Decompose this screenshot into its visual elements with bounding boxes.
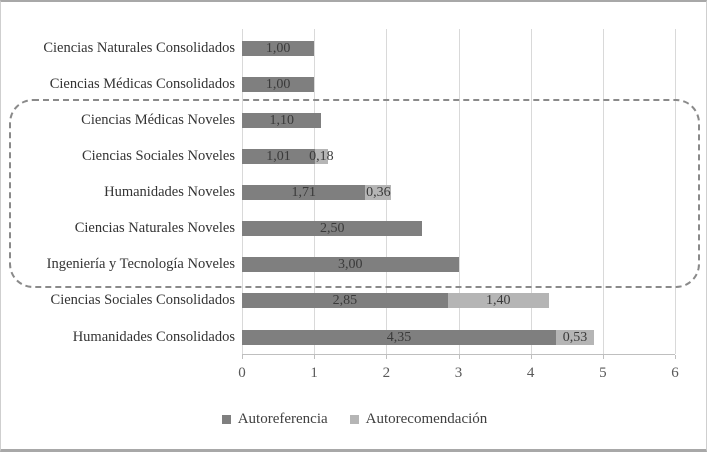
- bar-value-autorecomendacion: 0,18: [309, 148, 334, 164]
- axis-tick: [314, 355, 316, 359]
- axis-tick: [386, 355, 388, 359]
- bar-autoreferencia: [242, 329, 556, 345]
- legend-swatch-autorecomendacion: [349, 415, 359, 424]
- gridline: [602, 29, 604, 354]
- bar-autoreferencia: [242, 185, 366, 200]
- bar-autorecomendacion: [555, 329, 595, 345]
- legend: Autoreferencia Autorecomendación: [1, 411, 706, 428]
- legend-label-autoreferencia: Autoreferencia: [237, 411, 328, 427]
- noveles-highlight-dashed-box: [9, 99, 700, 288]
- gridline: [675, 29, 676, 354]
- legend-swatch-autoreferencia: [221, 415, 231, 424]
- x-tick-label: 1: [310, 365, 318, 381]
- legend-label-autorecomendacion: Autorecomendación: [365, 411, 488, 427]
- x-tick-label: 3: [454, 365, 463, 381]
- gridline: [530, 29, 532, 354]
- bar-value-autoreferencia: 2,85: [332, 293, 358, 309]
- x-tick-label: 2: [382, 365, 391, 381]
- x-tick-label: 5: [599, 365, 607, 381]
- x-axis-line: [242, 354, 675, 355]
- bar-autoreferencia: [242, 257, 459, 273]
- bar-autoreferencia: [242, 221, 423, 237]
- x-tick-label: 6: [671, 365, 679, 381]
- bar-autorecomendacion: [314, 148, 328, 164]
- bar-autorecomendacion: [365, 185, 392, 200]
- bar-value-autoreferencia: 1,10: [269, 112, 294, 128]
- axis-tick: [530, 355, 532, 359]
- category-label: Ciencias Médicas Consolidados: [49, 75, 235, 92]
- category-label: Ciencias Sociales Noveles: [81, 147, 235, 164]
- bar-autoreferencia: [242, 76, 315, 92]
- axis-tick: [602, 355, 604, 359]
- category-label: Ciencias Sociales Consolidados: [50, 292, 235, 309]
- bar-value-autoreferencia: 1,00: [265, 40, 291, 56]
- x-tick-label: 4: [526, 365, 535, 381]
- x-tick-label: 0: [238, 365, 246, 381]
- axis-tick: [242, 355, 243, 359]
- bar-autoreferencia: [242, 148, 315, 164]
- category-label: Ciencias Naturales Consolidados: [43, 39, 235, 56]
- bar-value-autorecomendacion: 0,53: [562, 329, 588, 345]
- axis-tick: [458, 355, 460, 359]
- bar-value-autoreferencia: 3,00: [338, 257, 363, 273]
- bar-autorecomendacion: [447, 293, 549, 309]
- bar-autoreferencia: [242, 40, 315, 56]
- bar-value-autoreferencia: 1,71: [291, 185, 316, 200]
- bar-value-autorecomendacion: 0,36: [366, 185, 391, 200]
- category-label: Humanidades Noveles: [104, 184, 235, 200]
- bar-value-autoreferencia: 4,35: [386, 329, 412, 345]
- category-label: Ciencias Naturales Noveles: [74, 220, 235, 237]
- legend-item-autorecomendacion: Autorecomendación: [349, 411, 488, 428]
- bar-value-autoreferencia: 1,01: [266, 148, 291, 164]
- bar-value-autoreferencia: 1,00: [265, 76, 291, 92]
- axis-tick: [675, 355, 676, 359]
- category-label: Ingeniería y Tecnología Noveles: [46, 256, 235, 273]
- category-label: Ciencias Médicas Noveles: [81, 111, 235, 128]
- gridline: [458, 29, 460, 354]
- bar-autoreferencia: [242, 112, 322, 128]
- category-label: Humanidades Consolidados: [72, 328, 235, 345]
- bar-value-autorecomendacion: 1,40: [485, 293, 511, 309]
- legend-item-autoreferencia: Autoreferencia: [221, 411, 328, 428]
- bar-value-autoreferencia: 2,50: [319, 221, 345, 237]
- bar-autoreferencia: [242, 293, 448, 309]
